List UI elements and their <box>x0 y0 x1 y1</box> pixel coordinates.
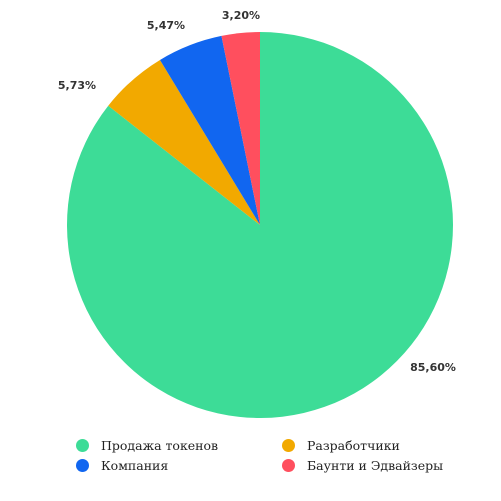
legend-swatch-developers <box>282 438 295 452</box>
legend-item-bounty-advisors[interactable]: Баунти и Эдвайзеры <box>282 456 443 474</box>
data-label-bounty-advisors: 3,20% <box>222 9 260 22</box>
data-label-developers: 5,73% <box>58 79 96 92</box>
legend-label-bounty-advisors: Баунти и Эдвайзеры <box>307 457 444 473</box>
legend-label-token-sale: Продажа токенов <box>101 437 219 453</box>
chart-legend: Продажа токенов Разработчики Компания Ба… <box>76 436 476 476</box>
data-label-company: 5,47% <box>147 19 185 32</box>
legend-item-company[interactable]: Компания <box>76 456 168 474</box>
legend-swatch-bounty-advisors <box>282 458 295 472</box>
pie-slice-developers[interactable] <box>108 59 260 225</box>
data-label-token-sale: 85,60% <box>410 361 456 374</box>
legend-item-token-sale[interactable]: Продажа токенов <box>76 436 218 454</box>
legend-swatch-token-sale <box>76 438 89 452</box>
legend-label-company: Компания <box>101 457 169 473</box>
pie-slice-company[interactable] <box>159 35 260 225</box>
legend-item-developers[interactable]: Разработчики <box>282 436 400 454</box>
legend-swatch-company <box>76 458 89 472</box>
pie-slice-token-sale[interactable] <box>67 32 454 419</box>
pie-slice-bounty-advisors[interactable] <box>221 32 260 225</box>
legend-label-developers: Разработчики <box>307 437 400 453</box>
